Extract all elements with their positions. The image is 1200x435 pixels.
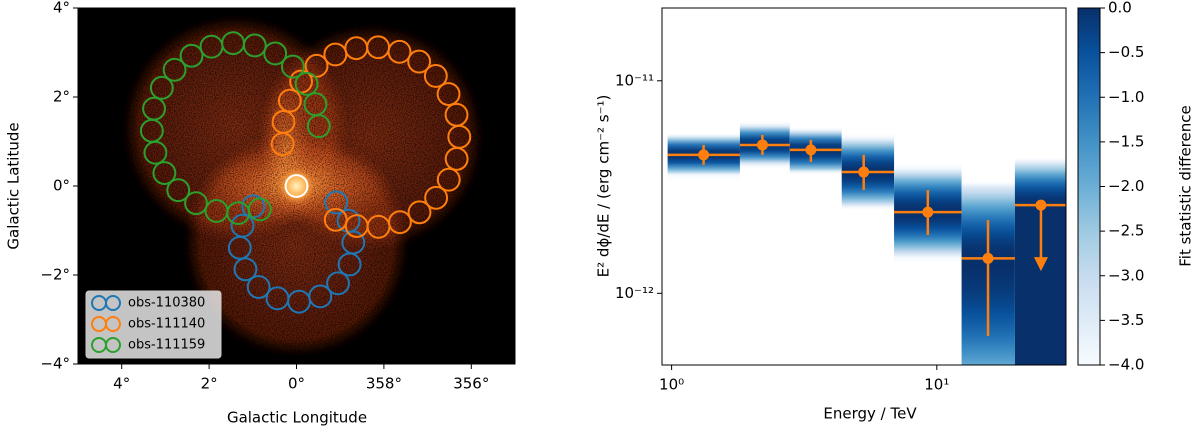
reflected-region (294, 71, 319, 96)
reflected-region (436, 167, 461, 192)
reflected-region (444, 146, 469, 171)
reflected-region (265, 286, 290, 311)
reflected-region (142, 96, 166, 121)
colorbar-tick-label: −3.5 (1108, 311, 1144, 329)
colorbar-tick-label: −2.0 (1108, 177, 1144, 195)
x-tick-label: 10¹ (924, 376, 949, 394)
reflected-region (242, 33, 267, 58)
colorbar (1077, 7, 1101, 366)
flux-frame (661, 7, 1067, 366)
colorbar-tick-label: −1.5 (1108, 132, 1144, 150)
x-tick-label: 0° (288, 375, 305, 393)
reflected-region (166, 178, 191, 203)
reflected-region (424, 185, 449, 210)
y-tick-label: 4° (53, 0, 70, 17)
y-tick-label: 0° (53, 177, 70, 195)
on-region (284, 174, 309, 198)
likelihood-profiles (667, 8, 1066, 365)
x-tick-label: 10⁰ (659, 376, 684, 394)
legend-swatch (105, 316, 121, 332)
reflected-region (263, 41, 288, 66)
profile-bin (789, 8, 842, 365)
reflected-region (152, 161, 177, 185)
profile-bin (739, 8, 790, 365)
reflected-region (337, 252, 362, 277)
flux-point (922, 206, 934, 218)
reflected-region (246, 275, 271, 299)
reflected-region (162, 57, 187, 82)
reflected-region (304, 53, 329, 78)
reflected-region (407, 200, 432, 225)
x-tick-label: 358° (366, 375, 402, 393)
reflected-region (233, 257, 258, 282)
colorbar-label: Fit statistic difference (1177, 105, 1195, 266)
reflected-region (407, 49, 432, 74)
y-tick-label: 10⁻¹¹ (615, 71, 654, 89)
colorbar-tick-label: −1.0 (1108, 88, 1144, 106)
profile-bin (841, 8, 895, 365)
colorbar-tick-label: −2.5 (1108, 222, 1144, 240)
x-tick-label: 2° (201, 375, 218, 393)
y-tick-label: 2° (53, 88, 70, 106)
flux-points (667, 134, 1066, 336)
legend-label: obs-111140 (128, 317, 205, 332)
reflected-region (149, 75, 174, 100)
reflected-region (277, 88, 302, 113)
flux-point (1035, 199, 1047, 211)
legend-label: obs-110380 (128, 296, 205, 311)
flux-point (858, 166, 870, 178)
reflected-region (184, 191, 208, 216)
flux-point (756, 139, 768, 151)
reflected-region (280, 54, 305, 79)
y-tick-label: 10⁻¹² (615, 284, 654, 302)
x-axis-label: Energy / TeV (823, 405, 917, 423)
colorbar-tick-label: −0.5 (1108, 43, 1144, 61)
flux-point (982, 252, 994, 264)
x-tick-label: 356° (453, 375, 489, 393)
reflected-region (230, 213, 255, 238)
profile-bin (894, 8, 962, 365)
sky-panel: Galactic Longitude Galactic Latitude 4° 2… (5, 0, 516, 427)
reflected-region (306, 114, 331, 139)
legend-swatch (105, 337, 121, 353)
y-tick-label: −2° (40, 266, 70, 284)
legend-swatch (105, 295, 121, 311)
flux-point (805, 144, 817, 156)
y-tick-label: −4° (40, 355, 70, 373)
y-axis-label: E² dϕ/dE / (erg cm⁻² s⁻¹) (595, 95, 613, 278)
reflected-region (271, 110, 296, 134)
profile-bin (1014, 8, 1066, 365)
y-axis-label: Galactic Latitude (5, 122, 23, 249)
x-axis-label: Galactic Longitude (227, 409, 367, 427)
reflected-region (326, 271, 350, 296)
reflected-region (204, 199, 229, 223)
reflected-region (387, 39, 412, 64)
colorbar-tick-label: −4.0 (1108, 356, 1144, 374)
upper-limit-head (1033, 257, 1048, 272)
reflected-region (423, 64, 448, 88)
colorbar-tick-label: 0.0 (1108, 0, 1132, 17)
reflected-region (436, 82, 461, 106)
x-tick-label: 4° (113, 375, 130, 393)
flux-panel: Energy / TeV E² dϕ/dE / (erg cm⁻² s⁻¹) F… (595, 0, 1195, 423)
profile-bin (667, 8, 740, 365)
flux-point (698, 149, 710, 161)
colorbar-tick-label: −3.0 (1108, 266, 1144, 284)
source-core (276, 166, 317, 206)
legend-label: obs-111159 (128, 338, 205, 353)
reflected-region (324, 190, 349, 215)
reflected-region (323, 207, 348, 232)
reflected-region (179, 43, 204, 68)
sky-image (121, 14, 485, 358)
sky-regions (139, 31, 472, 314)
